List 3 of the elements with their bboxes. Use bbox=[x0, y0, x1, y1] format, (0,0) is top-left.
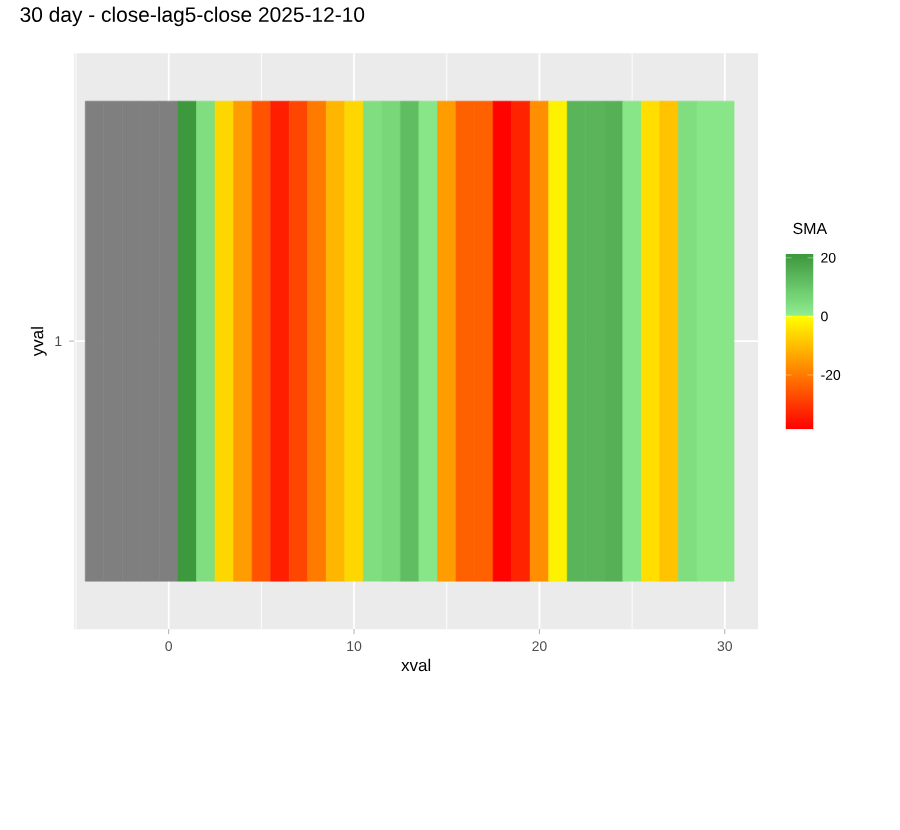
x-axis-title: xval bbox=[401, 658, 431, 671]
chart-title: 30 day - close-lag5-close 2025-12-10 bbox=[20, 6, 365, 26]
y-axis-title: yval bbox=[30, 326, 47, 356]
